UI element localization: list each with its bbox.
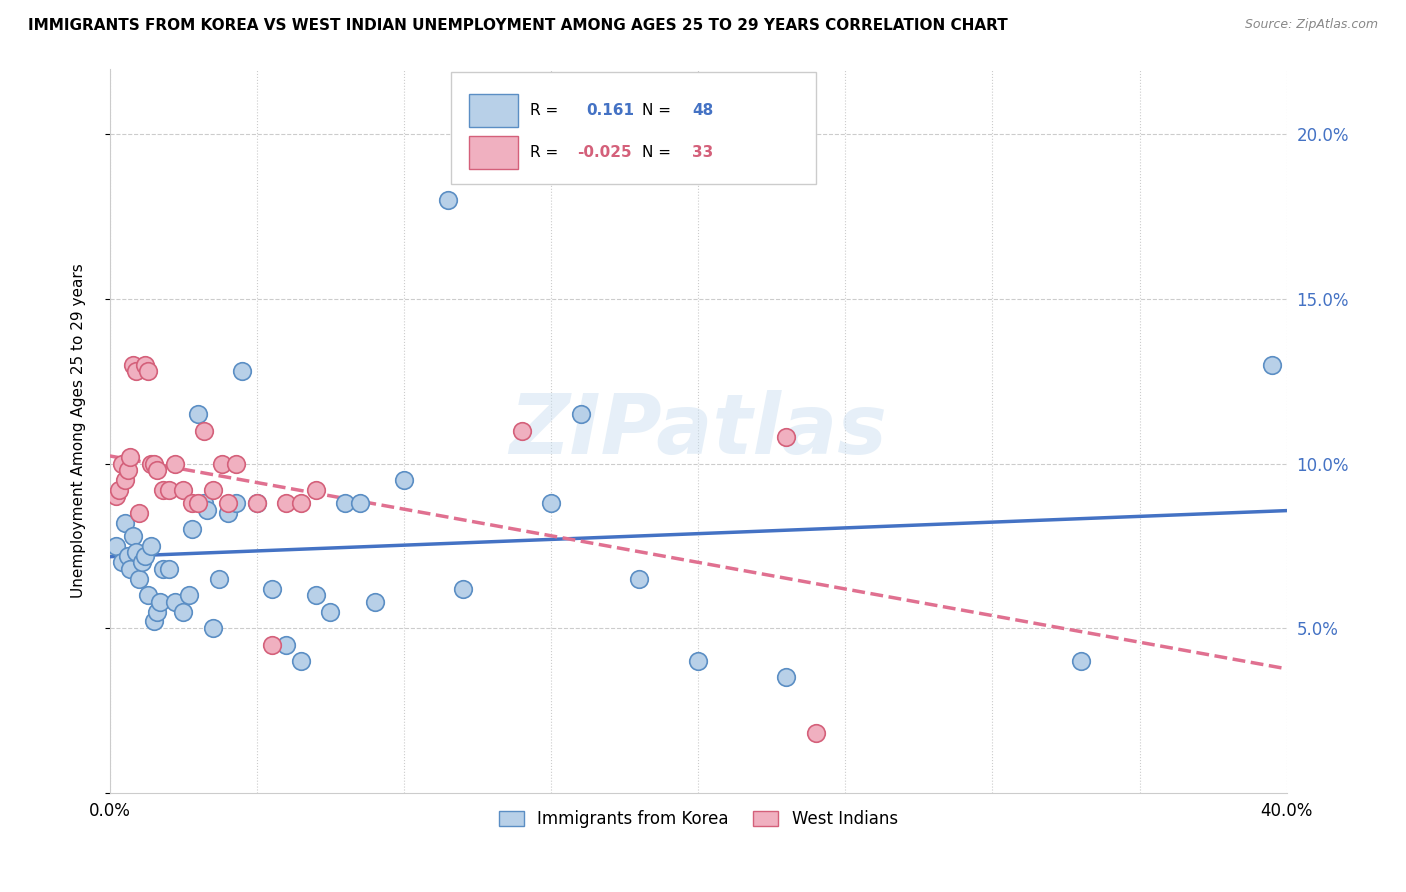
Point [157,483,180,497]
Point [122,358,145,372]
Point [195,502,218,516]
Point [246,496,269,510]
Point [392,473,415,487]
Point [157,562,180,576]
Text: 33: 33 [692,145,714,160]
Point [143,615,166,629]
Point [225,496,247,510]
Point [276,638,298,652]
Point [120,450,142,464]
Point [319,605,342,619]
Point [136,364,159,378]
Point [290,496,312,510]
Point [290,654,312,668]
Point [172,605,194,619]
Point [125,364,148,378]
Point [117,549,139,563]
Point [104,539,127,553]
Point [231,364,253,378]
Point [260,582,283,596]
Point [201,483,224,497]
Point [775,430,797,444]
Text: 48: 48 [692,103,714,118]
Text: R =: R = [530,145,558,160]
FancyBboxPatch shape [468,136,519,169]
Point [143,457,166,471]
Point [146,463,169,477]
Point [217,506,239,520]
Point [335,496,357,510]
Point [114,473,136,487]
Point [363,595,385,609]
Point [122,529,145,543]
Text: N =: N = [641,145,671,160]
Point [628,572,651,586]
Point [208,572,231,586]
Point [179,588,201,602]
Point [688,654,710,668]
Point [187,496,209,510]
Point [1070,654,1092,668]
Point [775,670,797,684]
Point [451,582,474,596]
Text: IMMIGRANTS FROM KOREA VS WEST INDIAN UNEMPLOYMENT AMONG AGES 25 TO 29 YEARS CORR: IMMIGRANTS FROM KOREA VS WEST INDIAN UNE… [28,18,1008,33]
Point [193,496,215,510]
Point [569,407,592,421]
Point [804,726,827,740]
Point [187,407,209,421]
Y-axis label: Unemployment Among Ages 25 to 29 years: Unemployment Among Ages 25 to 29 years [72,263,86,598]
Point [146,605,169,619]
Text: R =: R = [530,103,558,118]
Point [139,539,162,553]
Point [1261,358,1284,372]
Point [152,483,174,497]
Point [260,638,283,652]
Point [276,496,298,510]
Point [114,516,136,530]
Point [152,562,174,576]
Point [217,496,239,510]
Point [110,457,132,471]
Point [225,457,247,471]
Text: ZIPatlas: ZIPatlas [509,390,887,471]
Text: 0.161: 0.161 [586,103,634,118]
Point [104,490,127,504]
Point [120,562,142,576]
Legend: Immigrants from Korea, West Indians: Immigrants from Korea, West Indians [492,804,904,835]
Point [128,572,150,586]
Point [134,358,156,372]
FancyBboxPatch shape [468,94,519,128]
Point [246,496,269,510]
Point [139,457,162,471]
FancyBboxPatch shape [451,72,815,185]
Point [437,193,460,207]
Point [125,545,148,559]
Point [128,506,150,520]
Point [510,424,533,438]
Point [181,522,204,536]
Point [163,457,186,471]
Point [107,483,129,497]
Point [305,483,328,497]
Point [149,595,172,609]
Point [540,496,562,510]
Point [136,588,159,602]
Point [131,555,153,569]
Point [110,555,132,569]
Point [305,588,328,602]
Point [181,496,204,510]
Point [193,424,215,438]
Point [201,621,224,635]
Text: -0.025: -0.025 [576,145,631,160]
Text: Source: ZipAtlas.com: Source: ZipAtlas.com [1244,18,1378,31]
Text: N =: N = [641,103,671,118]
Point [211,457,233,471]
Point [134,549,156,563]
Point [163,595,186,609]
Point [349,496,371,510]
Point [117,463,139,477]
Point [172,483,194,497]
